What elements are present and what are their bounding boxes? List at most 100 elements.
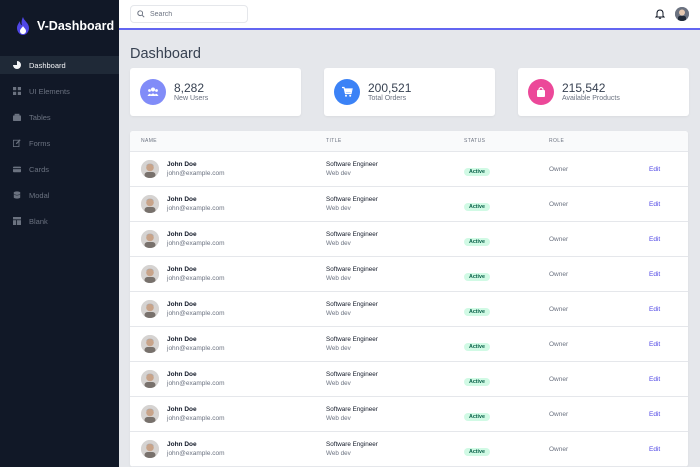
job-department: Web dev xyxy=(326,380,351,387)
role-cell: Owner xyxy=(549,165,569,173)
person-name: John Doe xyxy=(167,406,197,413)
edit-link[interactable]: Edit xyxy=(649,270,661,278)
sidebar-item-ui-elements[interactable]: UI Elements xyxy=(0,82,119,100)
person-name: John Doe xyxy=(167,371,197,378)
sidebar-item-forms[interactable]: Forms xyxy=(0,134,119,152)
stat-value: 215,542 xyxy=(562,81,606,95)
header-role: ROLE xyxy=(549,138,565,144)
status-badge: Active xyxy=(464,343,490,351)
status-badge: Active xyxy=(464,413,490,421)
job-department: Web dev xyxy=(326,205,351,212)
job-title: Software Engineer xyxy=(326,441,378,448)
person-name: John Doe xyxy=(167,441,197,448)
brand[interactable]: V-Dashboard xyxy=(0,0,119,52)
stat-label: Available Products xyxy=(562,95,620,102)
sidebar-item-label: Cards xyxy=(29,164,50,174)
status-cell: Active xyxy=(464,335,549,353)
user-avatar[interactable] xyxy=(675,7,689,21)
person-cell: John Doe john@example.com xyxy=(130,440,326,458)
sidebar-item-tables[interactable]: Tables xyxy=(0,108,119,126)
role-cell: Owner xyxy=(549,410,569,418)
status-badge: Active xyxy=(464,273,490,281)
sidebar-item-label: Dashboard xyxy=(29,60,66,70)
person-name: John Doe xyxy=(167,196,197,203)
edit-link[interactable]: Edit xyxy=(649,410,661,418)
cart-icon xyxy=(334,79,360,105)
bell-icon[interactable] xyxy=(655,9,665,19)
edit-link[interactable]: Edit xyxy=(649,445,661,453)
role-cell: Owner xyxy=(549,375,569,383)
title-cell: Software Engineer Web dev xyxy=(326,405,464,423)
person-email: john@example.com xyxy=(167,415,225,422)
avatar xyxy=(141,160,159,178)
search-input[interactable] xyxy=(150,10,240,18)
job-title: Software Engineer xyxy=(326,231,378,238)
sidebar-item-label: UI Elements xyxy=(29,86,70,96)
shopping-bag-icon xyxy=(528,79,554,105)
edit-link[interactable]: Edit xyxy=(649,235,661,243)
sidebar-item-label: Modal xyxy=(29,190,50,200)
search-box[interactable] xyxy=(130,5,248,23)
job-title: Software Engineer xyxy=(326,196,378,203)
edit-link[interactable]: Edit xyxy=(649,200,661,208)
header-status: STATUS xyxy=(464,138,486,144)
role-cell: Owner xyxy=(549,200,569,208)
job-department: Web dev xyxy=(326,310,351,317)
edit-link[interactable]: Edit xyxy=(649,340,661,348)
table-header: NAME TITLE STATUS ROLE xyxy=(130,131,688,152)
job-title: Software Engineer xyxy=(326,371,378,378)
person-email: john@example.com xyxy=(167,205,225,212)
status-badge: Active xyxy=(464,168,490,176)
person-email: john@example.com xyxy=(167,380,225,387)
stat-card-available-products: 215,542 Available Products xyxy=(518,68,689,116)
status-cell: Active xyxy=(464,195,549,213)
stat-label: New Users xyxy=(174,95,209,102)
stat-card-total-orders: 200,521 Total Orders xyxy=(324,68,495,116)
person-cell: John Doe john@example.com xyxy=(130,265,326,283)
sidebar-item-modal[interactable]: Modal xyxy=(0,186,119,204)
avatar xyxy=(141,195,159,213)
title-cell: Software Engineer Web dev xyxy=(326,440,464,458)
edit-link[interactable]: Edit xyxy=(649,305,661,313)
status-badge: Active xyxy=(464,448,490,456)
title-cell: Software Engineer Web dev xyxy=(326,335,464,353)
table-row: John Doe john@example.com Software Engin… xyxy=(130,327,688,362)
main: Dashboard 8,282 New Users xyxy=(119,0,700,467)
content: Dashboard 8,282 New Users xyxy=(119,30,700,467)
job-title: Software Engineer xyxy=(326,266,378,273)
person-cell: John Doe john@example.com xyxy=(130,195,326,213)
stat-value: 8,282 xyxy=(174,81,205,95)
sidebar-item-dashboard[interactable]: Dashboard xyxy=(0,56,119,74)
title-cell: Software Engineer Web dev xyxy=(326,300,464,318)
avatar xyxy=(141,335,159,353)
person-name: John Doe xyxy=(167,336,197,343)
users-icon xyxy=(140,79,166,105)
table-body: John Doe john@example.com Software Engin… xyxy=(130,152,688,467)
status-badge: Active xyxy=(464,203,490,211)
edit-icon xyxy=(13,139,21,147)
role-cell: Owner xyxy=(549,445,569,453)
sidebar-item-label: Forms xyxy=(29,138,51,148)
sidebar-item-cards[interactable]: Cards xyxy=(0,160,119,178)
stats-row: 8,282 New Users 200,521 Total Orders xyxy=(130,68,689,116)
job-department: Web dev xyxy=(326,275,351,282)
avatar xyxy=(141,370,159,388)
stat-value: 200,521 xyxy=(368,81,412,95)
edit-link[interactable]: Edit xyxy=(649,375,661,383)
layout-icon xyxy=(13,217,21,225)
status-cell: Active xyxy=(464,405,549,423)
job-department: Web dev xyxy=(326,345,351,352)
pie-chart-icon xyxy=(13,61,21,69)
stat-card-new-users: 8,282 New Users xyxy=(130,68,301,116)
card-icon xyxy=(13,165,21,173)
edit-link[interactable]: Edit xyxy=(649,165,661,173)
job-department: Web dev xyxy=(326,415,351,422)
role-cell: Owner xyxy=(549,235,569,243)
job-title: Software Engineer xyxy=(326,301,378,308)
status-cell: Active xyxy=(464,230,549,248)
job-title: Software Engineer xyxy=(326,161,378,168)
sidebar-nav: Dashboard UI Elements Tables Forms Cards… xyxy=(0,56,119,230)
sidebar-item-blank[interactable]: Blank xyxy=(0,212,119,230)
table-row: John Doe john@example.com Software Engin… xyxy=(130,222,688,257)
title-cell: Software Engineer Web dev xyxy=(326,160,464,178)
